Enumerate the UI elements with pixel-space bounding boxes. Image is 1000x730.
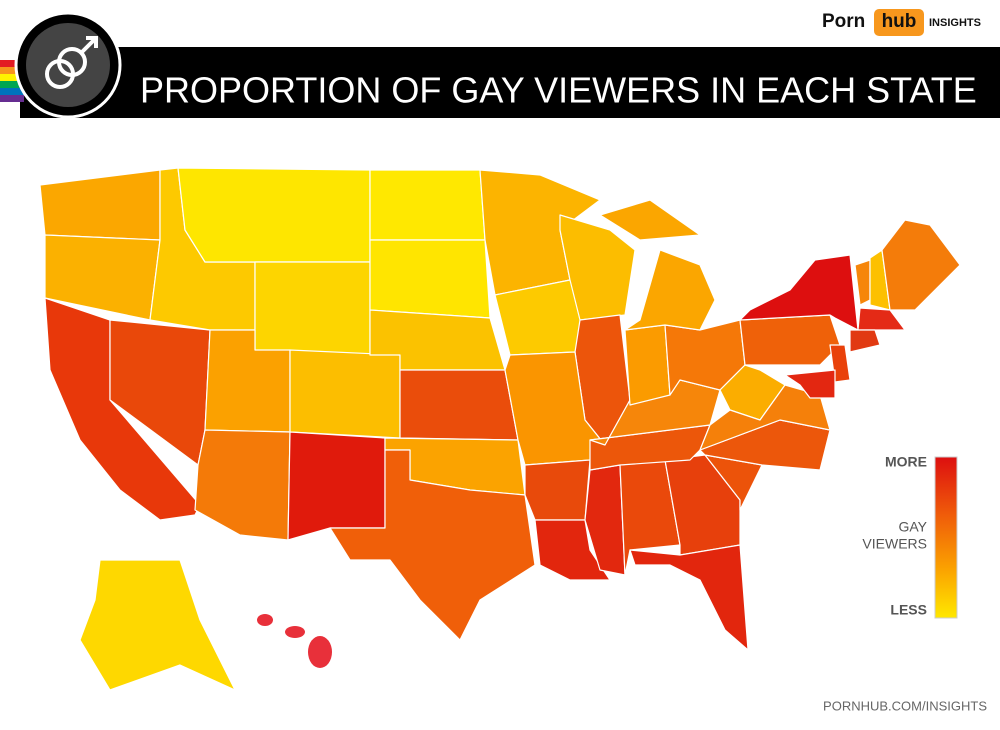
state (399, 369, 519, 441)
state (599, 199, 701, 241)
state (369, 239, 491, 319)
state (257, 614, 273, 626)
state (784, 369, 836, 399)
state (329, 449, 536, 641)
brand-badge (874, 9, 924, 36)
brand-highlight: hub (882, 11, 917, 32)
state (289, 349, 401, 439)
state (194, 429, 291, 541)
state (177, 167, 371, 263)
brand: Porn (822, 11, 865, 32)
brand-suffix: INSIGHTS (929, 17, 981, 29)
state (624, 324, 671, 406)
state (524, 459, 591, 521)
state (285, 626, 305, 638)
state (254, 261, 371, 356)
legend-less: LESS (890, 602, 927, 618)
state (369, 169, 486, 241)
footer: PORNHUB.COM/INSIGHTS (823, 698, 987, 713)
state (629, 544, 749, 651)
title: PROPORTION OF GAY VIEWERS IN EACH STATE (140, 70, 977, 111)
state (739, 314, 841, 366)
legend-scale (934, 456, 958, 619)
state (308, 636, 332, 668)
state (287, 431, 386, 541)
state (39, 169, 161, 241)
legend-label: GAY (898, 519, 927, 535)
state (624, 249, 716, 331)
legend-more: MORE (885, 454, 927, 470)
state (849, 329, 881, 353)
state (857, 307, 906, 331)
us-map (39, 167, 961, 691)
rainbow (0, 60, 24, 102)
title-bar (20, 47, 1000, 118)
legend-label: VIEWERS (862, 536, 927, 552)
icon-symbol (45, 36, 98, 89)
state (881, 219, 961, 311)
state (79, 559, 236, 691)
state (854, 259, 871, 306)
